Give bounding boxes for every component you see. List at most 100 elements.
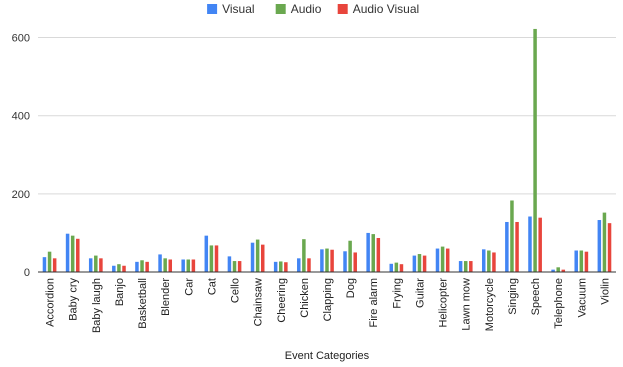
bar [214, 245, 219, 272]
bar [458, 261, 463, 272]
x-category-label: Helicopter [438, 278, 450, 328]
legend-swatch [337, 4, 348, 14]
bar [556, 267, 560, 272]
bar [284, 262, 288, 272]
bar [94, 255, 98, 272]
bar-group [320, 248, 334, 272]
x-category-label: Guitar [414, 278, 426, 308]
y-tick-label: 600 [12, 33, 30, 45]
bar-group [412, 254, 427, 272]
legend: Visual Audio Audio Visual [207, 2, 419, 16]
bar [330, 249, 334, 272]
legend-swatch [275, 4, 286, 14]
bar [47, 251, 52, 272]
bar [158, 254, 162, 272]
bar [273, 261, 278, 272]
x-category-label: Fire alarm [368, 278, 380, 328]
bar-group [112, 264, 126, 272]
bar [551, 269, 555, 272]
x-category-label: Basketball [137, 278, 149, 329]
bar-group [158, 254, 173, 272]
bar [463, 261, 468, 272]
y-tick-label: 200 [12, 189, 30, 201]
bar-group [204, 235, 219, 272]
bar [163, 258, 167, 272]
legend-item: Visual [207, 2, 255, 16]
bar [307, 258, 311, 272]
x-category-label: Baby cry [68, 278, 80, 321]
bar-group [181, 259, 196, 272]
y-tick-label: 400 [12, 111, 30, 123]
bar [76, 238, 80, 272]
bar [297, 258, 301, 272]
bar [505, 221, 509, 272]
bar [255, 239, 260, 272]
bar [607, 223, 612, 272]
bar [260, 244, 265, 272]
legend-item: Audio [275, 2, 322, 16]
legend-label: Visual [222, 2, 254, 16]
x-category-label: Telephone [553, 278, 565, 329]
x-category-label: Chainsaw [253, 278, 265, 326]
bar [122, 265, 126, 272]
bar-group [273, 261, 288, 272]
bar [412, 255, 417, 272]
bar [343, 251, 347, 272]
bar [65, 233, 70, 272]
bar [417, 254, 422, 272]
legend-swatch [207, 4, 218, 14]
x-category-label: Singing [507, 278, 519, 315]
bar [145, 261, 149, 272]
bar [191, 259, 196, 272]
bar [584, 251, 589, 272]
bar [376, 238, 381, 272]
bar-group [574, 250, 589, 272]
bar [181, 259, 185, 272]
y-tick-label: 0 [24, 267, 30, 279]
x-category-label: Cello [230, 278, 242, 303]
bar [422, 255, 427, 272]
bar-group [481, 249, 496, 272]
bar [533, 28, 537, 272]
x-category-label: Vacuum [576, 278, 588, 318]
bar-group [65, 233, 80, 272]
bar-group [135, 260, 149, 272]
bar [325, 248, 329, 272]
bar [445, 248, 450, 272]
legend-item: Audio Visual [337, 2, 420, 16]
bar [140, 260, 144, 272]
bar [481, 249, 486, 272]
x-category-label: Blender [160, 278, 172, 316]
legend-label: Audio Visual [353, 2, 420, 16]
bar [510, 200, 514, 272]
bar-group [505, 200, 519, 272]
bar [602, 212, 607, 272]
bar [528, 216, 532, 272]
bar [186, 259, 191, 272]
bar [232, 261, 237, 272]
bar-group [227, 256, 242, 272]
x-category-label: Banjo [114, 278, 126, 306]
bar-group [528, 28, 542, 272]
bar-group [458, 261, 473, 272]
bar [353, 252, 357, 272]
bar-group [551, 267, 566, 272]
bar [469, 261, 473, 272]
x-category-label: Dog [345, 278, 357, 298]
bar [394, 262, 399, 272]
bar-group [250, 239, 265, 272]
bar [320, 249, 324, 272]
x-category-label: Violin [599, 278, 611, 305]
bar [538, 217, 542, 272]
bar [135, 261, 139, 272]
bars [42, 28, 612, 272]
bar-group [435, 246, 450, 272]
bar [440, 246, 445, 272]
bar [579, 250, 584, 272]
bar [515, 221, 519, 272]
bar [52, 258, 57, 272]
bar [99, 258, 103, 272]
bar [371, 234, 375, 272]
y-axis-tick-labels: 0 200 400 600 [12, 33, 30, 279]
